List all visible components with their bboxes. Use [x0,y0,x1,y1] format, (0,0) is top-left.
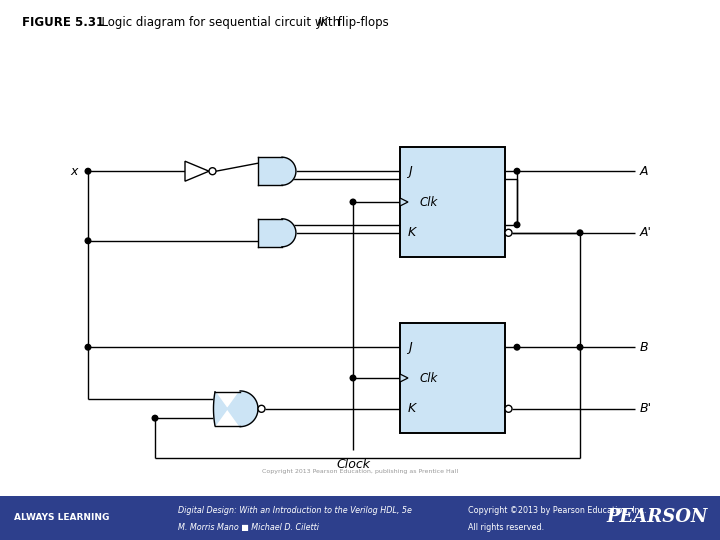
Circle shape [85,168,91,174]
Text: ALWAYS LEARNING: ALWAYS LEARNING [14,512,109,522]
Text: Digital Design: With an Introduction to the Verilog HDL, 5e: Digital Design: With an Introduction to … [178,505,412,515]
Circle shape [350,199,356,205]
Text: A: A [640,165,649,178]
Circle shape [350,375,356,381]
Polygon shape [400,198,408,206]
Bar [258,219,282,247]
Polygon shape [400,374,408,382]
Circle shape [577,230,582,235]
Text: Copyright ©2013 by Pearson Education, Inc.: Copyright ©2013 by Pearson Education, In… [468,505,647,515]
Text: J: J [408,165,412,178]
Circle shape [505,230,512,237]
Text: K: K [408,402,416,415]
Text: M. Morris Mano ■ Michael D. Ciletti: M. Morris Mano ■ Michael D. Ciletti [178,523,319,532]
Text: Copyright 2013 Pearson Education, publishing as Prentice Hall: Copyright 2013 Pearson Education, publis… [262,469,458,475]
Text: PEARSON: PEARSON [607,508,708,526]
Circle shape [258,406,265,413]
Circle shape [577,345,582,350]
Bar [400,323,505,433]
Text: JK: JK [318,16,329,29]
Circle shape [85,238,91,244]
Circle shape [152,415,158,421]
Text: B': B' [640,402,652,415]
Circle shape [209,168,216,175]
Bar [0,496,720,540]
Text: J: J [408,341,412,354]
Circle shape [85,345,91,350]
Circle shape [514,222,520,227]
Text: flip-flops: flip-flops [334,16,389,29]
Text: x: x [71,165,78,178]
Circle shape [514,168,520,174]
Text: Clk: Clk [420,372,438,384]
Polygon shape [185,161,209,181]
Text: Clock: Clock [336,458,370,471]
Bar [400,147,505,257]
Polygon shape [282,219,296,247]
Polygon shape [282,157,296,185]
Text: Clk: Clk [420,195,438,208]
Text: All rights reserved.: All rights reserved. [468,523,544,532]
Bar [258,157,282,185]
Text: B: B [640,341,649,354]
Polygon shape [214,391,258,427]
Text: Logic diagram for sequential circuit with: Logic diagram for sequential circuit wit… [94,16,344,29]
Text: K: K [408,226,416,239]
Text: FIGURE 5.31: FIGURE 5.31 [22,16,104,29]
Text: A': A' [640,226,652,239]
Circle shape [505,406,512,413]
Circle shape [514,345,520,350]
